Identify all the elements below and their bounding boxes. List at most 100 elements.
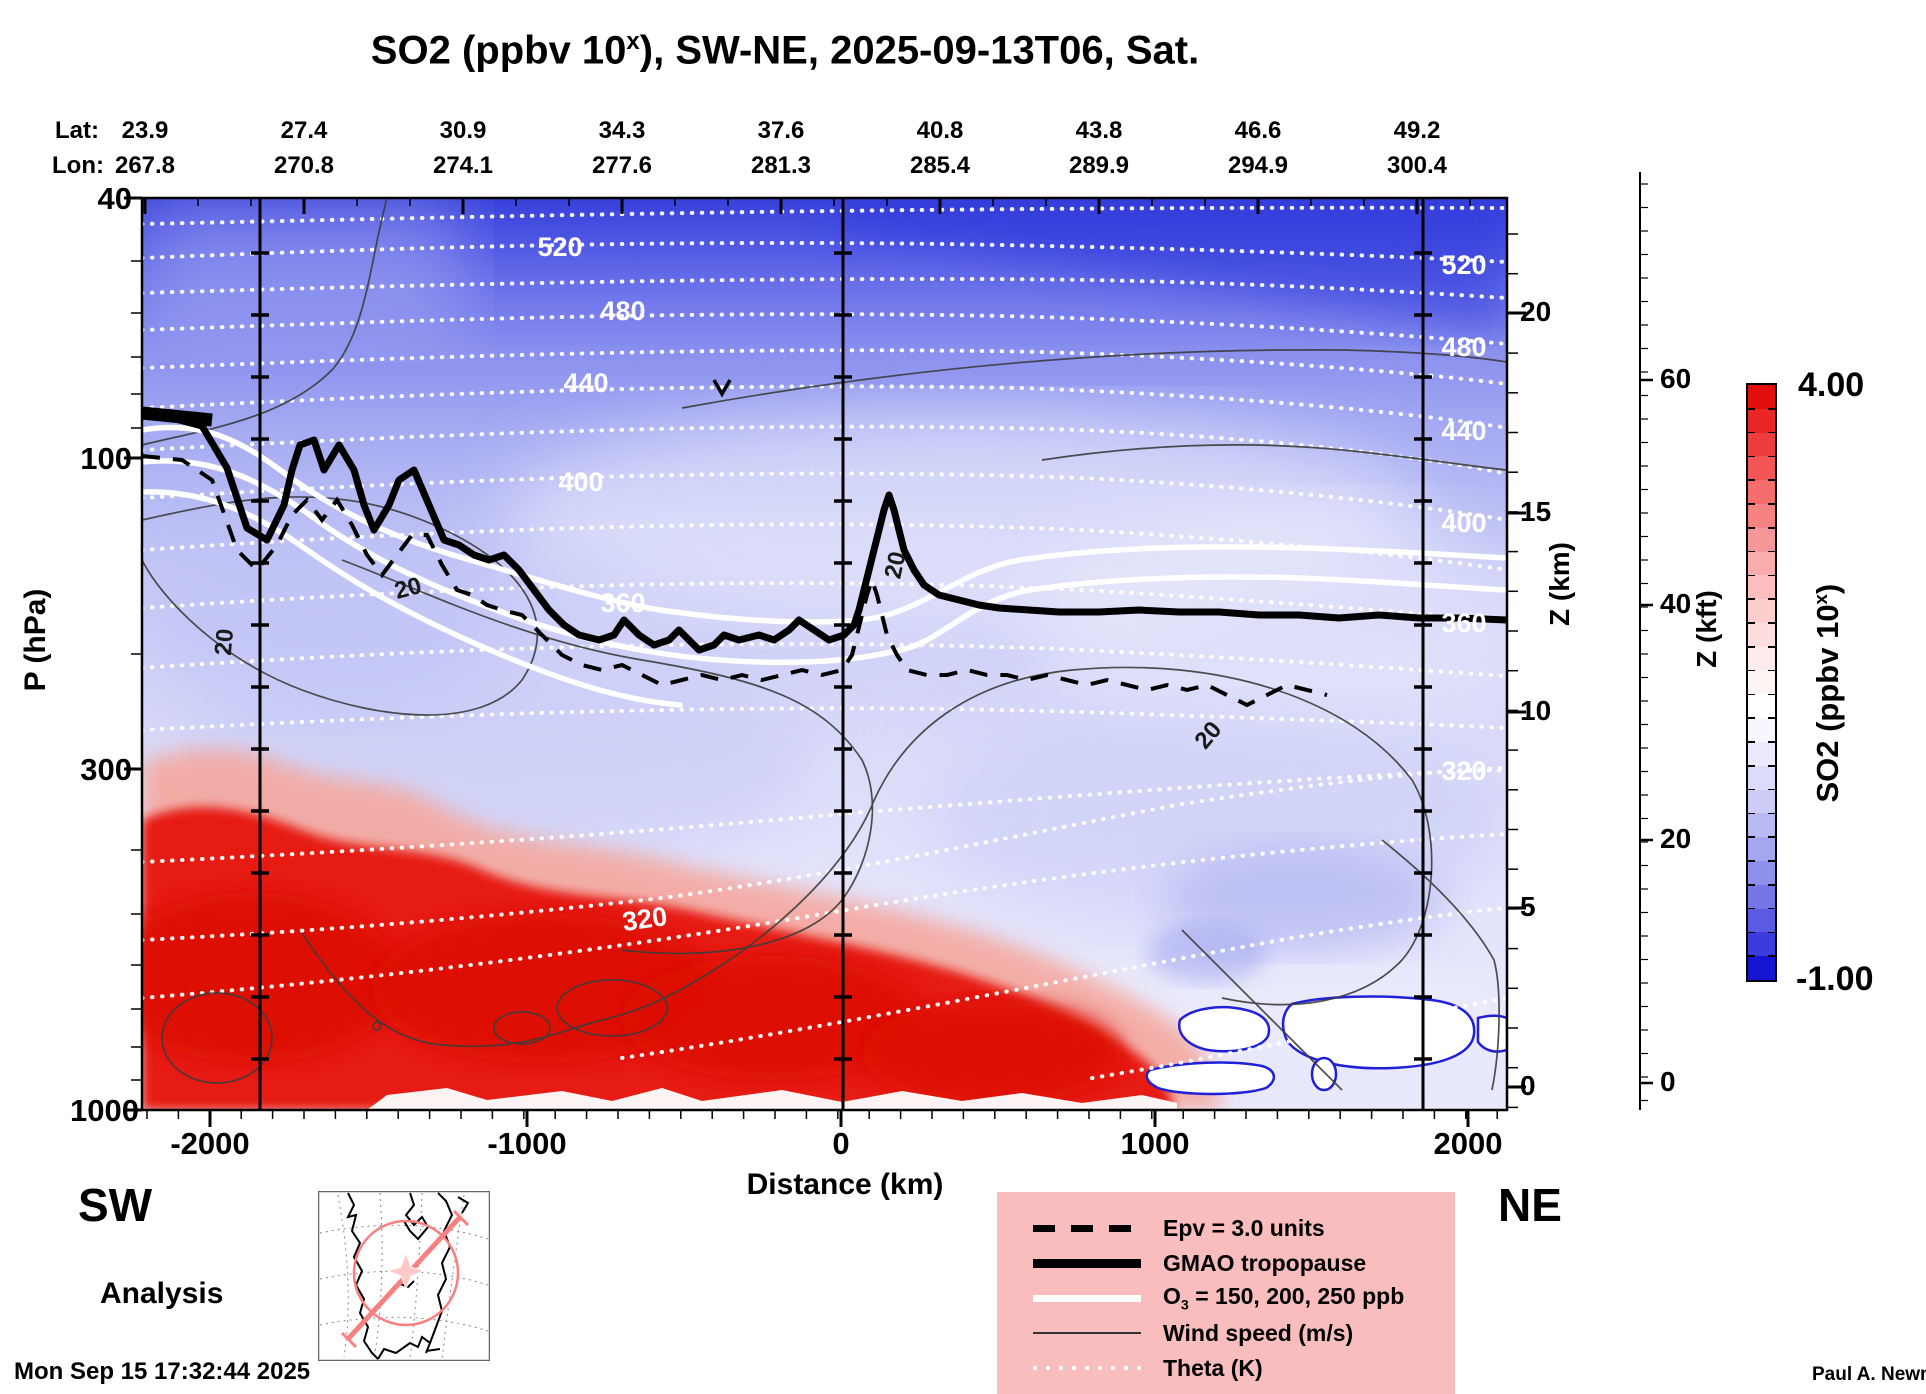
map-inset [318,1191,490,1361]
z-km-axis-label: Z (km) [1544,542,1575,626]
wind-contour [1181,929,1343,1091]
distance-tick: -1000 [487,1126,567,1161]
colorbar-segment [1748,884,1775,909]
ozone-line-sample [1033,1294,1141,1302]
tropopause-line [142,412,1507,654]
ozone-contour [142,424,1507,625]
colorbar-segment [1748,670,1775,695]
colorbar-tick [1748,669,1755,672]
colorbar-segment [1748,813,1775,838]
wind-min-marker [712,379,732,398]
colorbar-tick [1748,788,1755,791]
z-kft-axis-label: Z (kft) [1691,590,1722,668]
legend-label-tropopause: GMAO tropopause [1163,1249,1367,1276]
theta-contour-520 [142,240,1507,264]
blue-patch [1147,923,1267,983]
lat-tick: 37.6 [757,117,805,144]
theta-label: 320 [620,901,669,937]
lat-tick: 30.9 [439,117,487,144]
ne-endpoint-label: NE [1498,1179,1562,1231]
chart-title: SO2 (ppbv 10x), SW-NE, 2025-09-13T06, Sa… [371,28,1199,73]
plot-border [140,196,1509,1112]
colorbar-tick [1748,717,1755,719]
white-cutout [1281,995,1476,1070]
colorbar-segment [1748,432,1775,457]
pressure-tick: 40 [97,181,132,216]
colorbar-tick [1748,455,1755,458]
ozone-contour [142,489,683,708]
colorbar-tick [1748,693,1755,696]
colorbar-tick [1768,598,1775,600]
graticule-line [337,1194,349,1358]
colorbar-tick [1768,646,1775,648]
z-kft-tick: 60 [1660,363,1692,394]
lon-tick: 289.9 [1068,152,1130,179]
colorbar-tick [1768,503,1775,505]
colorbar-segment [1748,789,1775,814]
colorbar-segment [1748,408,1775,433]
colorbar-tick [1768,884,1775,886]
colorbar-tick [1748,479,1755,481]
colorbar-segment [1748,837,1775,861]
legend-row-ozone: O3 = 150, 200, 250 ppb [997,1283,1455,1313]
colorbar-tick [1768,479,1775,481]
colorbar-tick [1748,860,1755,862]
colorbar-label-post: ) [1810,583,1846,595]
white-cutout [1145,1061,1275,1096]
colorbar-segment [1748,646,1775,671]
colorbar-tick [1768,408,1775,410]
colorbar-tick [1748,550,1755,553]
theta-label: 360 [600,588,645,618]
pressure-tick: 300 [80,752,132,787]
map-path-endbar-sw [340,1331,358,1349]
colorbar-segment [1748,503,1775,528]
legend-box: Epv = 3.0 units GMAO tropopause O3 = 150… [997,1192,1455,1394]
analysis-label: Analysis [100,1277,224,1310]
theta-contour-320 [142,766,1507,942]
ozone-contours [142,424,1507,708]
vertical-marker-lines [251,198,1432,1110]
colorbar-segment [1748,622,1775,647]
lon-tick: 285.4 [909,152,971,179]
colorbar-segment [1748,456,1775,481]
theta-line-sample [1033,1366,1141,1370]
graticule-line [441,1194,465,1360]
colorbar-label-sup: x [1809,594,1831,605]
lon-tick: 274.1 [432,152,494,179]
colorbar-tick [1768,741,1775,743]
legend-label-epv: Epv = 3.0 units [1163,1214,1325,1241]
theta-label: 400 [1441,508,1486,538]
wind-line-sample [1033,1332,1141,1334]
theta-contour [1090,996,1507,1080]
colorbar-segment [1748,527,1775,552]
theta-contour [142,706,1507,732]
coastline-hudson [403,1192,430,1241]
cross-section-plot: 520 480 440 400 360 520 480 440 400 360 … [124,172,1653,1127]
legend-row-wind: Wind speed (m/s) [997,1320,1455,1346]
colorbar-tick [1748,907,1755,910]
colorbar-tick [1748,431,1755,434]
theta-labels: 520 480 440 400 360 520 480 440 400 360 … [537,232,1486,937]
colorbar-tick [1768,669,1775,672]
colorbar-max: 4.00 [1798,366,1865,404]
map-graticule [319,1192,489,1360]
chart-title-pre: SO2 (ppbv 10 [370,28,627,73]
colorbar-segment [1748,480,1775,504]
colorbar-tick [1748,884,1755,886]
z-kft-tick: 40 [1660,588,1692,619]
white-cutout [1476,1014,1507,1053]
theta-label: 400 [558,467,603,497]
distance-tick: 2000 [1433,1126,1503,1161]
theta-contour [142,641,1507,678]
colorbar-tick [1768,788,1775,791]
theta-contour-360 [142,581,1507,624]
colorbar-segments [1748,385,1775,980]
colorbar-tick [1748,408,1755,410]
distance-tick: 1000 [1120,1126,1190,1161]
graticule-line [319,1224,489,1240]
colorbar-tick [1748,765,1755,767]
distance-tick: -2000 [170,1126,250,1161]
colorbar-segment [1748,956,1775,980]
z-km-tick: 5 [1520,891,1536,922]
colorbar-segment [1748,718,1775,742]
